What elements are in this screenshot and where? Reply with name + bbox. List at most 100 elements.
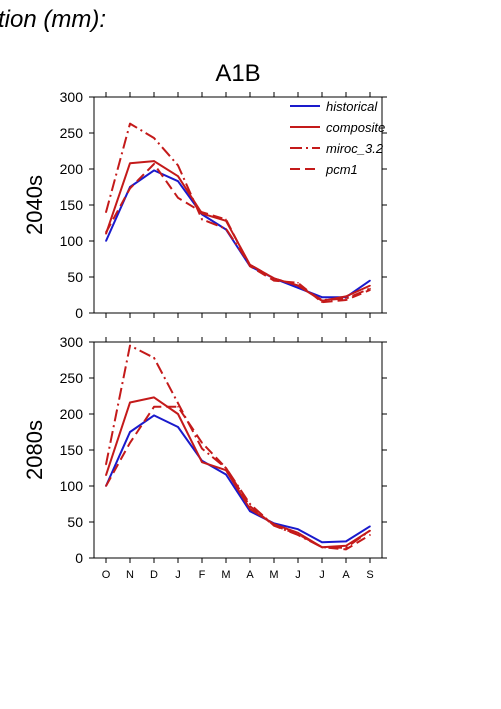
- data-point-historical: [321, 296, 323, 298]
- x-tick-label: A: [342, 569, 350, 581]
- y-tick-label: 200: [60, 406, 84, 422]
- data-point-miroc-3-2: [201, 447, 203, 450]
- data-point-miroc-3-2: [129, 122, 131, 125]
- chart-panels: 0 50 100 150 200 250 300 2040s historical composi…: [22, 89, 387, 581]
- legend-label: historical: [326, 99, 378, 114]
- x-tick-label: J: [295, 569, 301, 581]
- data-point-pcm1: [321, 546, 323, 548]
- data-point-miroc-3-2: [177, 164, 179, 167]
- data-point-miroc-3-2: [249, 503, 251, 505]
- plot-frame: [93, 341, 383, 559]
- data-point-pcm1: [153, 406, 155, 408]
- data-point-pcm1: [105, 485, 107, 487]
- legend-label: composite: [326, 120, 385, 135]
- data-point-miroc-3-2: [225, 227, 227, 230]
- data-point-miroc-3-2: [321, 299, 323, 301]
- data-point-pcm1: [249, 265, 251, 268]
- data-point-pcm1: [129, 187, 131, 190]
- chart-panel-1: 0 50 100 150 200 250 300 2040s historical composi…: [22, 89, 387, 321]
- y-tick-label: 150: [60, 197, 84, 213]
- y-tick-label: 250: [60, 370, 84, 386]
- x-tick-label: F: [199, 569, 206, 581]
- data-point-composite: [345, 295, 347, 298]
- data-point-miroc-3-2: [273, 277, 275, 280]
- data-point-historical: [105, 240, 107, 242]
- data-point-historical: [177, 426, 179, 428]
- x-tick-label: M: [221, 569, 230, 581]
- data-point-pcm1: [369, 289, 371, 291]
- data-point-composite: [177, 175, 179, 177]
- series-line-historical: [105, 414, 371, 544]
- data-point-composite: [153, 160, 155, 162]
- data-point-composite: [369, 284, 371, 287]
- y-tick-label: 300: [60, 89, 84, 105]
- x-tick-label: D: [150, 569, 158, 581]
- data-point-composite: [177, 413, 179, 415]
- data-point-historical: [345, 540, 347, 543]
- data-point-pcm1: [345, 548, 347, 551]
- data-point-miroc-3-2: [177, 402, 179, 405]
- data-point-pcm1: [273, 279, 275, 282]
- x-tick-label: N: [126, 569, 134, 581]
- data-point-miroc-3-2: [153, 137, 155, 139]
- y-tick-label: 50: [67, 269, 83, 285]
- data-point-historical: [321, 541, 323, 543]
- data-point-miroc-3-2: [105, 463, 107, 466]
- data-point-pcm1: [297, 533, 299, 536]
- data-point-pcm1: [201, 211, 203, 213]
- y-axis-label: 2080s: [22, 420, 47, 480]
- data-point-historical: [129, 431, 131, 433]
- y-tick-label: 200: [60, 161, 84, 177]
- data-point-pcm1: [345, 299, 347, 301]
- data-point-pcm1: [225, 467, 227, 469]
- data-point-pcm1: [153, 163, 155, 165]
- data-point-miroc-3-2: [297, 284, 299, 287]
- data-point-historical: [153, 169, 155, 172]
- y-tick-label: 100: [60, 233, 84, 249]
- data-point-historical: [177, 180, 179, 183]
- series-line-pcm1: [105, 163, 371, 304]
- data-point-composite: [129, 162, 131, 165]
- data-point-pcm1: [129, 442, 131, 444]
- data-point-historical: [297, 287, 299, 289]
- data-point-pcm1: [177, 406, 179, 408]
- data-point-historical: [369, 279, 371, 282]
- data-point-historical: [153, 414, 155, 417]
- legend-label: miroc_3.2: [326, 141, 384, 156]
- series-line-miroc-3-2: [105, 122, 371, 301]
- data-point-miroc-3-2: [369, 529, 371, 532]
- header-title-fragment: tion (mm):: [0, 6, 106, 33]
- data-point-pcm1: [273, 524, 275, 527]
- x-tick-label: S: [366, 569, 373, 581]
- data-point-historical: [297, 528, 299, 530]
- data-point-pcm1: [369, 534, 371, 536]
- y-tick-label: 100: [60, 478, 84, 494]
- x-tick-label: J: [319, 569, 325, 581]
- data-point-miroc-3-2: [201, 218, 203, 221]
- data-point-composite: [105, 474, 107, 477]
- data-point-miroc-3-2: [369, 287, 371, 290]
- data-point-composite: [297, 532, 299, 534]
- data-point-miroc-3-2: [129, 344, 131, 347]
- y-axis-label: 2040s: [22, 175, 47, 235]
- data-point-pcm1: [225, 218, 227, 221]
- chart-panel-2: 0 50 100 150 200 250 300 O N D J F M A M J J A S 2080s: [22, 334, 387, 581]
- y-tick-label: 0: [75, 550, 83, 566]
- data-point-composite: [105, 233, 107, 235]
- x-tick-label: A: [246, 569, 254, 581]
- x-tick-label: M: [269, 569, 278, 581]
- data-point-composite: [129, 401, 131, 404]
- legend-label: pcm1: [325, 162, 358, 177]
- series-line-pcm1: [105, 405, 371, 551]
- data-point-historical: [225, 473, 227, 476]
- data-point-miroc-3-2: [153, 357, 155, 359]
- data-point-pcm1: [177, 197, 179, 199]
- data-point-composite: [201, 461, 203, 464]
- data-point-historical: [369, 525, 371, 528]
- x-tick-label: O: [102, 569, 111, 581]
- data-point-pcm1: [105, 231, 107, 234]
- series-line-miroc-3-2: [105, 344, 371, 549]
- y-tick-label: 50: [67, 514, 83, 530]
- legend: historical composite miroc_3.2 pcm1: [290, 99, 385, 177]
